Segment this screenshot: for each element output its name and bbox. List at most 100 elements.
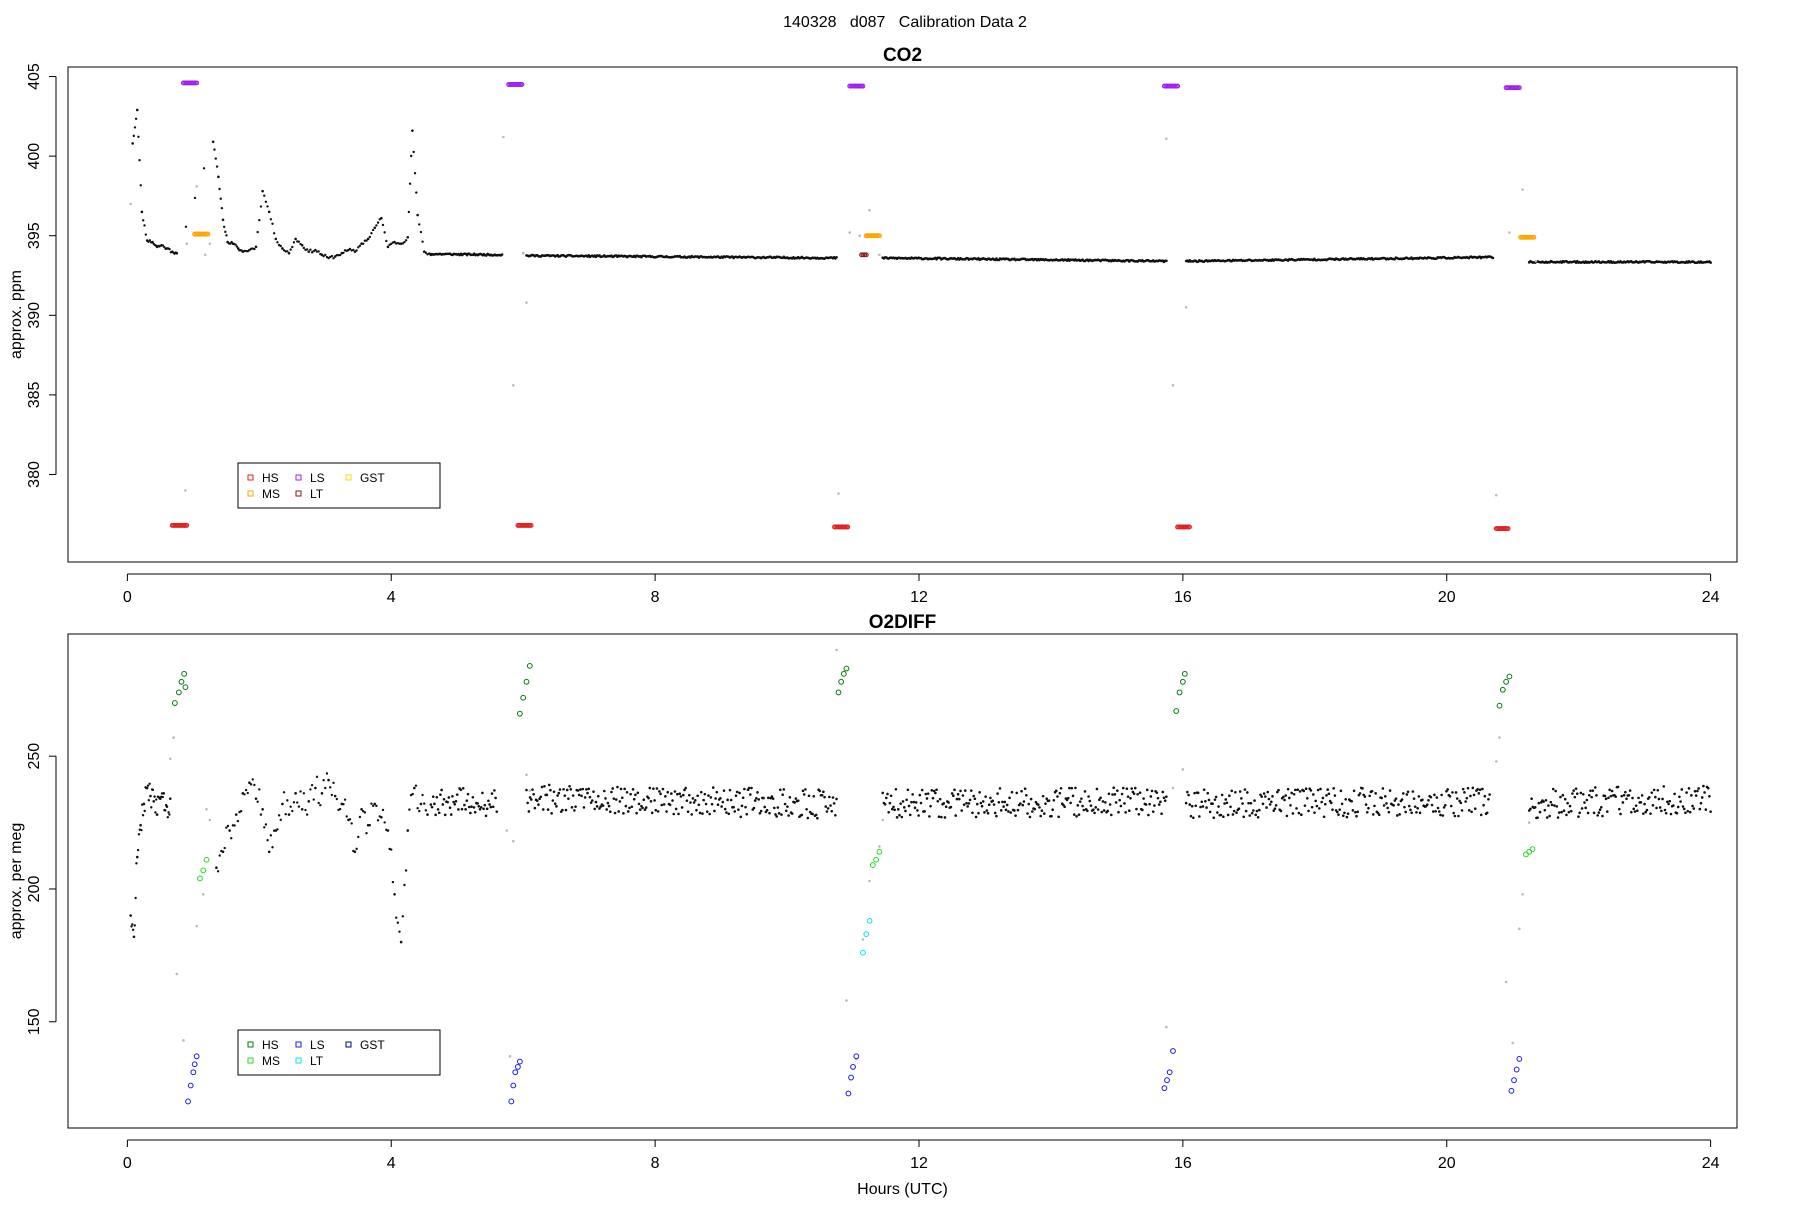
o2diff-ambient-point bbox=[1119, 804, 1123, 808]
co2-legend-label: LT bbox=[310, 487, 324, 501]
o2diff-ambient-point bbox=[1240, 797, 1243, 800]
o2diff-ambient-point bbox=[1325, 794, 1328, 797]
co2-ambient-point bbox=[366, 237, 370, 241]
o2diff-ambient-point bbox=[153, 795, 156, 798]
o2diff-ambient-point bbox=[1341, 814, 1345, 817]
co2-transition-point bbox=[878, 253, 881, 257]
o2diff-ambient-point bbox=[1201, 805, 1205, 808]
o2diff-ambient-point bbox=[931, 796, 935, 800]
o2diff-ambient-point bbox=[1112, 786, 1116, 790]
o2diff-ambient-point bbox=[218, 854, 221, 857]
o2diff-ambient-point bbox=[673, 790, 677, 793]
o2diff-ambient-point bbox=[1016, 808, 1020, 812]
o2diff-hs-point bbox=[526, 662, 533, 669]
o2diff-ambient-point bbox=[1367, 806, 1370, 810]
o2diff-ambient-point bbox=[1039, 814, 1042, 818]
co2-ambient-point bbox=[291, 245, 294, 249]
o2diff-ambient-point bbox=[1247, 801, 1250, 805]
co2-ambient-point bbox=[274, 237, 278, 241]
o2diff-ambient-point bbox=[756, 791, 759, 794]
o2diff-ambient-point bbox=[448, 806, 452, 810]
o2diff-ambient-point bbox=[1268, 803, 1272, 806]
o2diff-ambient-point bbox=[1217, 805, 1220, 808]
o2diff-ambient-point bbox=[832, 802, 836, 805]
o2diff-ambient-point bbox=[1313, 811, 1316, 814]
o2diff-ambient-point bbox=[329, 786, 332, 789]
co2-ambient-point bbox=[139, 184, 142, 187]
o2diff-ambient-point bbox=[1681, 805, 1685, 808]
o2diff-ambient-point bbox=[1260, 795, 1264, 798]
o2diff-ambient-point bbox=[1121, 786, 1125, 790]
o2diff-ambient-point bbox=[531, 788, 534, 791]
o2diff-transition-point bbox=[172, 736, 175, 739]
o2diff-ambient-point bbox=[1595, 794, 1598, 797]
o2diff-ambient-point bbox=[1040, 809, 1044, 813]
o2diff-ambient-point bbox=[1483, 794, 1487, 798]
o2diff-ambient-point bbox=[1149, 795, 1153, 798]
o2diff-ambient-point bbox=[1487, 797, 1490, 801]
o2diff-ambient-point bbox=[805, 807, 808, 811]
page-title: 140328 d087 Calibration Data 2 bbox=[783, 14, 1027, 31]
co2-hs-point bbox=[1187, 524, 1192, 530]
o2diff-ambient-point bbox=[829, 804, 832, 807]
o2diff-ambient-point bbox=[1472, 793, 1476, 797]
o2diff-ambient-point bbox=[625, 790, 629, 794]
o2diff-ambient-point bbox=[580, 794, 583, 798]
o2diff-ambient-point bbox=[735, 790, 739, 794]
o2diff-ambient-point bbox=[635, 811, 638, 815]
co2-ambient-point bbox=[138, 159, 141, 162]
o2diff-ambient-point bbox=[1368, 794, 1371, 798]
co2-ambient-point bbox=[292, 241, 296, 244]
o2diff-ambient-point bbox=[1387, 810, 1391, 814]
co2-y-tick-label: 395 bbox=[26, 222, 43, 249]
o2diff-ambient-point bbox=[1274, 804, 1278, 807]
o2diff-ls-point bbox=[508, 1098, 515, 1105]
o2diff-ambient-point bbox=[1393, 799, 1397, 802]
o2diff-ambient-point bbox=[1007, 810, 1010, 813]
o2diff-ambient-point bbox=[1435, 796, 1439, 799]
o2diff-ambient-point bbox=[1077, 813, 1081, 816]
o2diff-ambient-point bbox=[1216, 811, 1219, 814]
o2diff-transition-point bbox=[201, 892, 205, 896]
o2diff-ambient-point bbox=[248, 781, 251, 785]
o2diff-ambient-point bbox=[1041, 794, 1045, 798]
co2-ambient-point bbox=[398, 242, 401, 245]
o2diff-ambient-point bbox=[455, 793, 459, 796]
co2-transition-point bbox=[848, 231, 852, 234]
o2diff-ambient-point bbox=[485, 807, 489, 811]
o2diff-ambient-point bbox=[682, 793, 685, 797]
o2diff-ambient-point bbox=[1142, 797, 1145, 800]
o2diff-ambient-point bbox=[1633, 810, 1637, 813]
co2-ambient-point bbox=[376, 221, 380, 224]
o2diff-ambient-point bbox=[677, 812, 680, 816]
o2diff-ambient-point bbox=[1248, 814, 1252, 817]
o2diff-ambient-point bbox=[766, 796, 770, 800]
o2diff-ambient-point bbox=[1404, 810, 1407, 814]
o2diff-ambient-point bbox=[1702, 784, 1705, 788]
o2diff-ambient-point bbox=[343, 798, 347, 801]
o2diff-hs-point bbox=[175, 689, 182, 696]
o2diff-ambient-point bbox=[894, 787, 898, 791]
co2-ambient-point bbox=[294, 237, 297, 241]
o2diff-ambient-point bbox=[1463, 791, 1466, 794]
o2diff-ambient-point bbox=[1561, 793, 1565, 797]
o2diff-ambient-point bbox=[488, 803, 491, 806]
o2diff-ambient-point bbox=[1010, 790, 1014, 794]
o2diff-ambient-point bbox=[414, 784, 418, 787]
o2diff-ambient-point bbox=[1457, 814, 1460, 818]
co2-ambient-point bbox=[381, 223, 385, 227]
o2diff-ambient-point bbox=[1679, 800, 1682, 803]
o2diff-ambient-point bbox=[1620, 794, 1624, 798]
o2diff-ambient-point bbox=[1704, 808, 1708, 811]
o2diff-ambient-point bbox=[1449, 804, 1453, 808]
o2diff-hs-point bbox=[1496, 702, 1503, 709]
co2-ambient-point bbox=[375, 224, 378, 227]
o2diff-ambient-point bbox=[1373, 804, 1376, 808]
o2diff-ambient-point bbox=[919, 801, 923, 805]
o2diff-hs-point bbox=[835, 689, 842, 696]
o2diff-ambient-point bbox=[910, 800, 913, 804]
o2diff-ambient-point bbox=[1297, 811, 1301, 815]
o2diff-ambient-point bbox=[1101, 800, 1105, 803]
o2diff-ambient-point bbox=[1451, 791, 1454, 794]
o2diff-ambient-point bbox=[148, 782, 151, 785]
